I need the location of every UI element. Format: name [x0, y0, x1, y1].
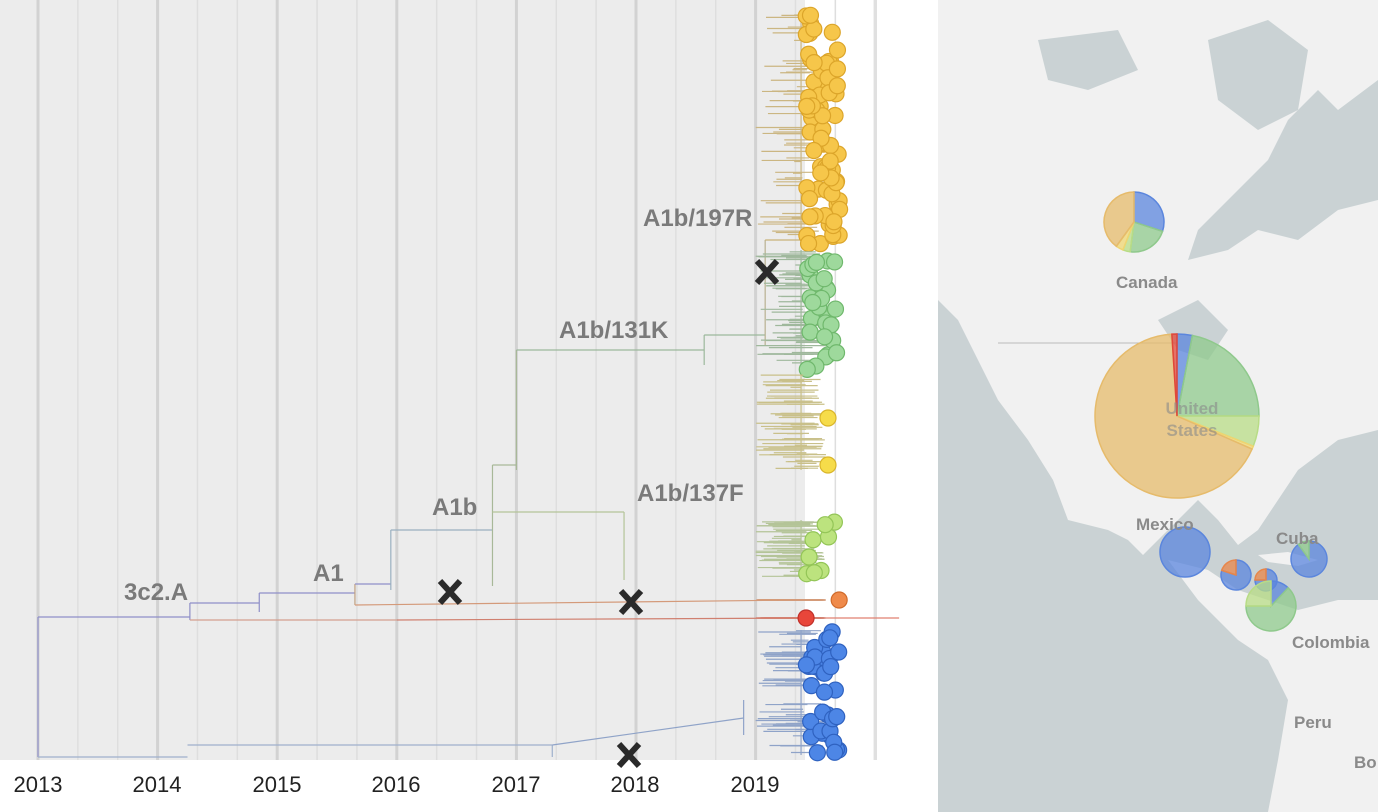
tip-blue[interactable]: [826, 743, 844, 761]
pie-slice-green: [1176, 334, 1260, 417]
pie-guatemala[interactable]: [1220, 559, 1252, 591]
pie-slice-tan: [1103, 191, 1135, 248]
map-label-bolivia: Bo: [1354, 753, 1377, 772]
tip-light-green[interactable]: [805, 564, 823, 582]
tree-branch: [552, 717, 744, 746]
pie-panama[interactable]: [1245, 580, 1297, 632]
map-panel[interactable]: Canada United States Mexico Cuba Colombi…: [938, 0, 1378, 812]
tip-green[interactable]: [801, 323, 819, 341]
tip-yellow-main[interactable]: [821, 152, 839, 170]
tip-light-green[interactable]: [800, 548, 818, 566]
tip-yellow-main[interactable]: [828, 77, 846, 95]
tip-yellow-main[interactable]: [805, 141, 823, 160]
axis-year-label: 2019: [730, 772, 780, 797]
tip-yellow-main[interactable]: [799, 234, 818, 253]
pie-slice-green: [1245, 586, 1297, 632]
tip-yellow-main[interactable]: [828, 41, 847, 59]
tip-yellow-main[interactable]: [812, 164, 830, 182]
pie-canada[interactable]: [1103, 191, 1165, 253]
pie-slice-orange: [1254, 568, 1267, 581]
clade-label-a1b: A1b: [432, 494, 478, 521]
clade-label-a1b-131k: A1b/131K: [559, 317, 669, 344]
tree-background: [0, 0, 805, 760]
map-label-canada: Canada: [1116, 273, 1178, 292]
pie-united-states[interactable]: [1094, 333, 1260, 499]
axis-year-label: 2014: [132, 772, 182, 797]
tip-green[interactable]: [825, 253, 844, 271]
clade-label-a1b-137f: A1b/137F: [637, 480, 744, 507]
axis-year-label: 2013: [13, 772, 63, 797]
map-label-peru: Peru: [1294, 713, 1332, 732]
tip-blue[interactable]: [797, 656, 815, 674]
tip-orange[interactable]: [830, 591, 848, 609]
pie-slice-blue: [1133, 191, 1165, 233]
axis-year-label: 2015: [252, 772, 302, 797]
clade-label-3c2a: 3c2.A: [124, 579, 189, 606]
mutation-x-marker: [616, 741, 642, 769]
tip-blue[interactable]: [815, 683, 834, 701]
tip-yellow-main[interactable]: [801, 208, 819, 226]
axis-year-label: 2017: [491, 772, 541, 797]
tip-yellow-main[interactable]: [801, 6, 820, 24]
map-label-mexico: Mexico: [1136, 515, 1194, 534]
tip-green[interactable]: [815, 328, 834, 346]
mutation-x-marker: [618, 588, 644, 616]
tip-blue[interactable]: [830, 643, 848, 661]
land: [938, 0, 1378, 812]
mutation-x-marker: [437, 578, 463, 606]
pie-slice-red: [1171, 333, 1178, 417]
pie-cuba[interactable]: [1290, 540, 1328, 578]
tip-blue[interactable]: [828, 708, 846, 726]
pie-slice-orange: [1220, 559, 1237, 577]
pie-mexico[interactable]: [1159, 526, 1211, 578]
clade-label-a1: A1: [313, 560, 344, 587]
tip-yellow-main[interactable]: [798, 97, 816, 115]
tip-green[interactable]: [827, 344, 846, 362]
map-label-cuba: Cuba: [1276, 529, 1319, 548]
tip-green[interactable]: [815, 270, 833, 288]
tip-green[interactable]: [798, 360, 816, 378]
map-canvas[interactable]: [938, 0, 1378, 812]
tip-yellow-sparse[interactable]: [819, 456, 837, 474]
tip-light-green[interactable]: [816, 516, 834, 534]
tip-blue[interactable]: [808, 744, 826, 762]
tip-yellow-sparse[interactable]: [819, 409, 837, 427]
tip-yellow-main[interactable]: [800, 190, 819, 208]
tip-light-green[interactable]: [804, 531, 822, 549]
tree-branch: [354, 599, 804, 606]
map-label-united-states: United States: [1165, 399, 1219, 440]
pie-slice-tan: [1094, 333, 1254, 499]
mutation-x-marker: [754, 258, 780, 286]
phylogenetic-tree-panel[interactable]: 2013 2014 2015 2016 2017 2018 2019 A1b/1…: [0, 0, 938, 812]
pie-slice-lightgreen: [1245, 580, 1272, 607]
clade-label-a1b-197r: A1b/197R: [643, 205, 753, 232]
axis-year-label: 2018: [610, 772, 660, 797]
tree-canvas[interactable]: [0, 0, 938, 812]
tip-green[interactable]: [804, 293, 822, 312]
map-label-colombia: Colombia: [1292, 633, 1370, 652]
tip-green[interactable]: [826, 300, 845, 318]
pie-slice-blue: [1159, 526, 1211, 578]
pie-slice-green: [1129, 221, 1164, 253]
axis-year-label: 2016: [371, 772, 421, 797]
tip-red[interactable]: [797, 609, 815, 627]
tip-yellow-main[interactable]: [825, 213, 843, 231]
pie-slice-green: [1297, 540, 1310, 562]
tip-blue[interactable]: [822, 658, 840, 676]
tip-yellow-main[interactable]: [823, 23, 841, 41]
lakes: [1038, 20, 1308, 360]
tip-yellow-main[interactable]: [828, 60, 847, 78]
tree-branch: [396, 617, 810, 621]
tip-green[interactable]: [807, 253, 826, 271]
tip-blue[interactable]: [821, 629, 839, 647]
tip-yellow-main[interactable]: [805, 54, 823, 72]
